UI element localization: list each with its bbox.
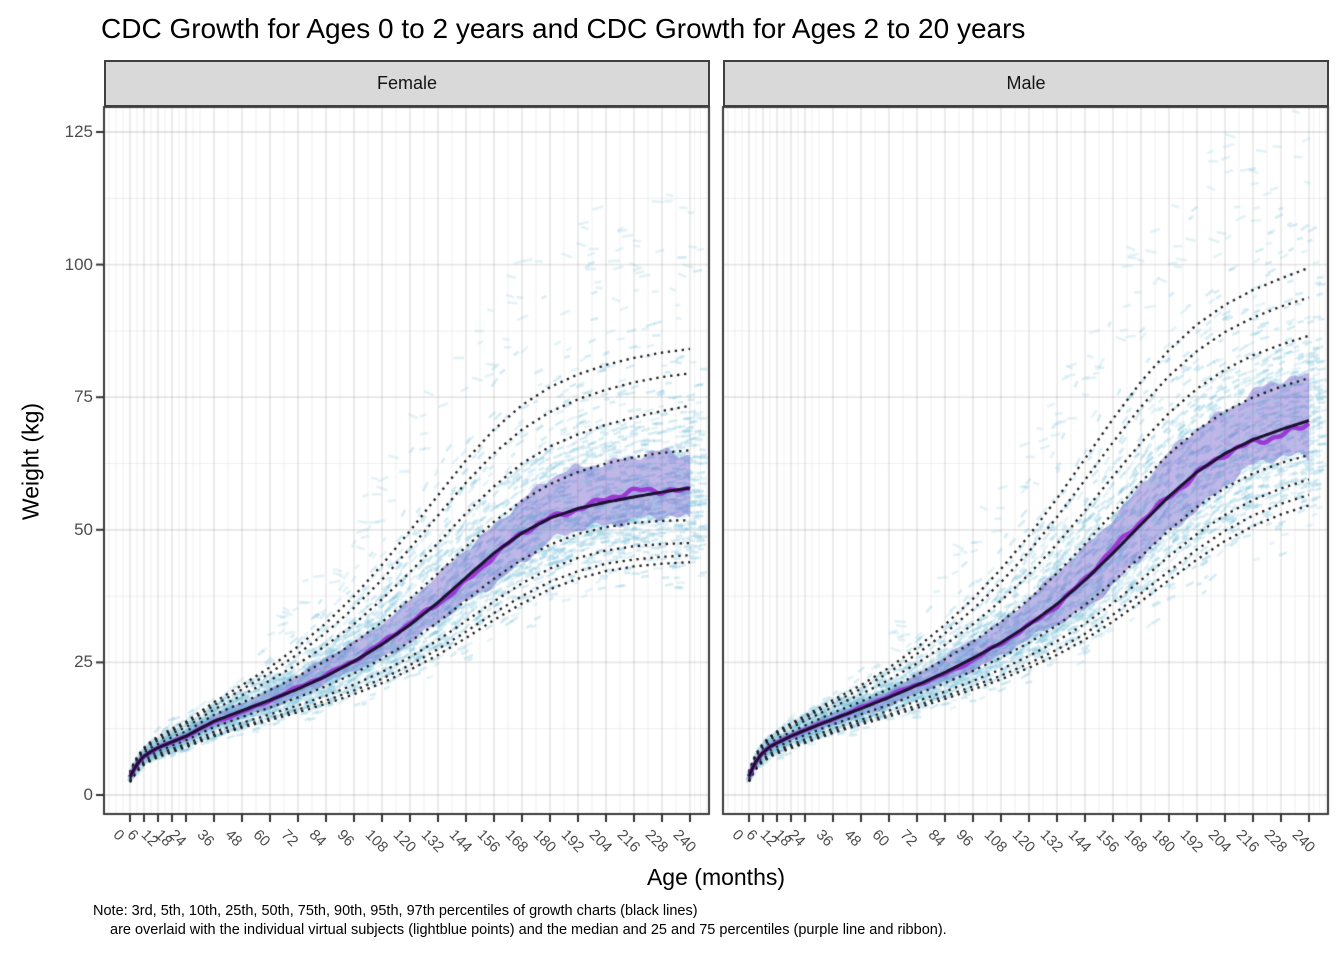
y-tick-label: 25: [74, 652, 93, 672]
note-line-2: are overlaid with the individual virtual…: [110, 922, 947, 938]
y-tick-label: 100: [64, 254, 93, 274]
y-tick-label: 75: [74, 387, 93, 407]
x-axis-title: Age (months): [646, 864, 786, 890]
facet-label-male: Male: [1006, 73, 1046, 93]
facet-strip-male: Male: [723, 60, 1329, 107]
y-axis-title: Weight (kg): [17, 402, 44, 521]
facet-label-female: Female: [376, 73, 438, 93]
note-line-1: Note: 3rd, 5th, 10th, 25th, 50th, 75th, …: [93, 903, 698, 919]
plot-title: CDC Growth for Ages 0 to 2 years and CDC…: [101, 13, 1026, 44]
y-tick-label: 50: [74, 519, 93, 539]
facet-strip-female: Female: [104, 60, 710, 107]
y-tick-label: 0: [83, 785, 93, 804]
y-tick-label: 125: [64, 122, 93, 141]
